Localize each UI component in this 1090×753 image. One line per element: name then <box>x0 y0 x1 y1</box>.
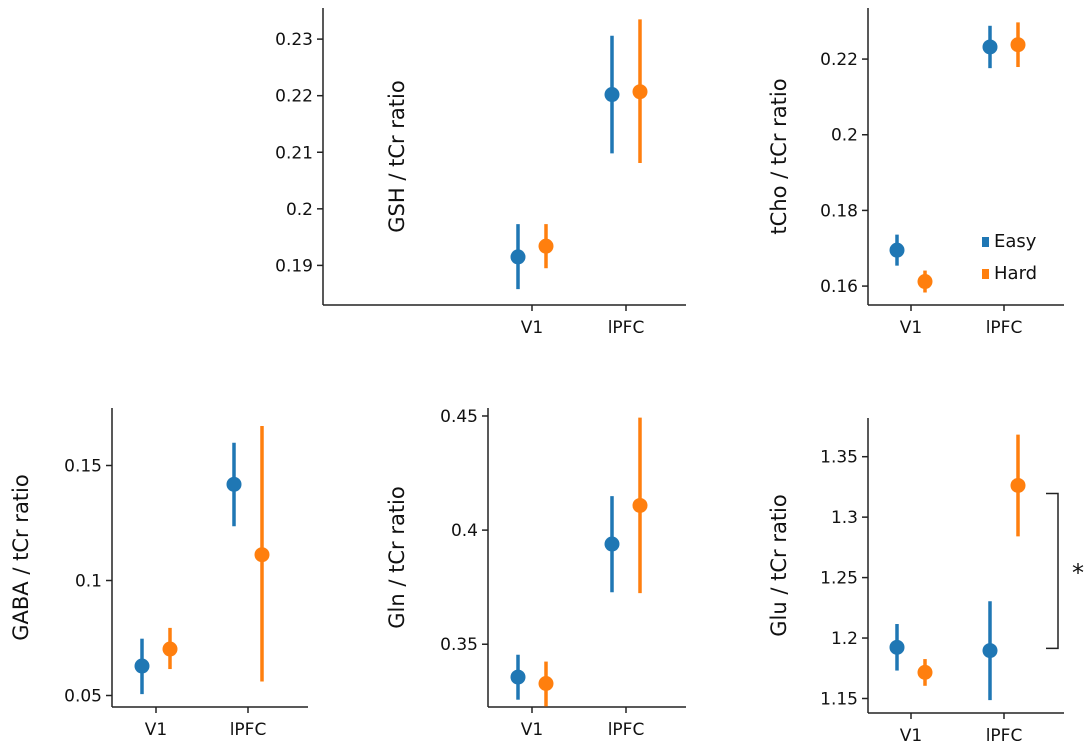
data-point <box>917 274 933 290</box>
x-tick-label: lPFC <box>608 720 645 740</box>
y-tick-label: 1.2 <box>831 629 858 649</box>
y-tick-label: 1.15 <box>820 689 858 709</box>
legend-swatch <box>982 269 989 279</box>
legend-label: Easy <box>994 231 1037 252</box>
y-tick-label: 1.35 <box>820 448 858 468</box>
y-tick-label: 0.23 <box>275 30 313 50</box>
x-tick-label: lPFC <box>230 720 267 740</box>
chart-panel-5: 1.15 1.2 1.25 1.3 1.35 V1 lPFC Glu / tCr ratio * <box>767 418 1084 746</box>
x-tick-label: lPFC <box>986 318 1023 338</box>
data-point <box>1010 477 1026 493</box>
y-tick-label: 0.19 <box>275 256 313 276</box>
data-point <box>632 497 648 513</box>
data-point <box>162 641 178 657</box>
data-point <box>510 249 526 265</box>
x-tick-label: V1 <box>900 726 922 746</box>
y-tick-label: 0.16 <box>820 277 858 297</box>
y-tick-label: 0.22 <box>820 50 858 70</box>
chart-panel-4: 0.35 0.4 0.45 V1 lPFC Gln / tCr ratio <box>385 407 686 740</box>
y-tick-label: 0.45 <box>440 407 478 427</box>
data-point <box>254 547 270 563</box>
data-point <box>632 84 648 100</box>
data-point <box>538 675 554 691</box>
x-tick-label: lPFC <box>608 318 645 338</box>
data-point <box>1010 37 1026 53</box>
significance-marker: * <box>1072 559 1084 587</box>
chart-panel-1: 0.19 0.2 0.21 0.22 0.23 V1 lPFC GSH / tCr ratio <box>275 8 686 338</box>
y-tick-label: 0.15 <box>64 457 102 477</box>
data-point <box>917 664 933 680</box>
data-point <box>226 476 242 492</box>
data-point <box>134 658 150 674</box>
x-tick-label: V1 <box>521 318 543 338</box>
y-tick-label: 0.21 <box>275 143 313 163</box>
y-axis-label: GSH / tCr ratio <box>385 80 409 232</box>
data-point <box>510 669 526 685</box>
data-point <box>982 39 998 55</box>
y-tick-label: 0.35 <box>440 635 478 655</box>
y-axis-label: GABA / tCr ratio <box>9 474 33 640</box>
y-tick-label: 0.18 <box>820 201 858 221</box>
y-tick-label: 0.2 <box>831 126 858 146</box>
x-tick-label: V1 <box>145 720 167 740</box>
legend-label: Hard <box>994 263 1037 284</box>
y-axis-label: Gln / tCr ratio <box>385 486 409 628</box>
x-tick-label: V1 <box>521 720 543 740</box>
chart-panel-2: 0.16 0.18 0.2 0.22 V1 lPFC tCho / tCr ratio Eas… <box>767 8 1064 338</box>
data-point <box>889 639 905 655</box>
chart-panel-3: 0.05 0.1 0.15 V1 lPFC GABA / tCr ratio <box>9 408 308 740</box>
y-tick-label: 0.22 <box>275 87 313 107</box>
x-tick-label: V1 <box>900 318 922 338</box>
data-point <box>982 643 998 659</box>
y-tick-label: 0.05 <box>64 687 102 707</box>
data-point <box>604 536 620 552</box>
y-tick-label: 1.3 <box>831 508 858 528</box>
y-tick-label: 0.4 <box>451 521 478 541</box>
y-tick-label: 1.25 <box>820 569 858 589</box>
y-axis-label: Glu / tCr ratio <box>767 494 791 636</box>
legend-swatch <box>982 237 989 247</box>
x-tick-label: lPFC <box>986 726 1023 746</box>
y-tick-label: 0.2 <box>286 200 313 220</box>
significance-bracket <box>1046 492 1059 650</box>
data-point <box>889 242 905 258</box>
data-point <box>604 87 620 103</box>
data-point <box>538 238 554 254</box>
y-axis-label: tCho / tCr ratio <box>767 78 791 234</box>
y-tick-label: 0.1 <box>75 572 102 592</box>
